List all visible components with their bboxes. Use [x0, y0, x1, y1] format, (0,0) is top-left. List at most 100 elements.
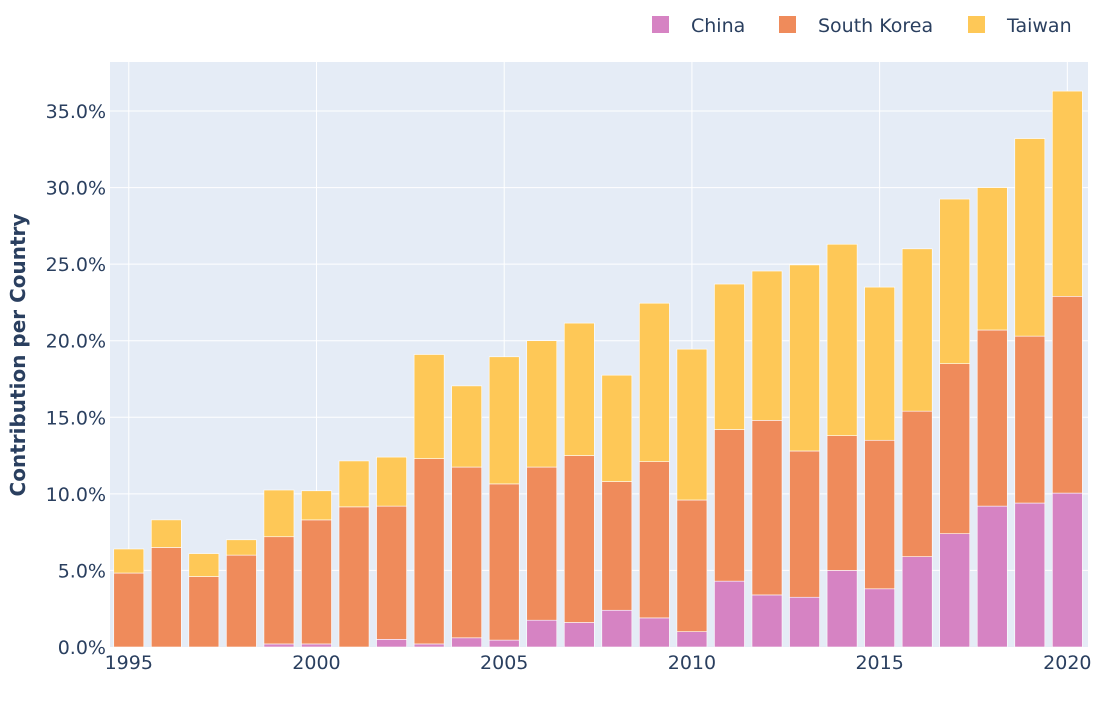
bar-china-2017	[939, 533, 971, 648]
bar-south-korea-2001	[338, 506, 370, 648]
bar-china-2005	[488, 639, 520, 648]
bar-south-korea-2008	[601, 481, 633, 611]
y-axis-title: Contribution per Country	[6, 214, 30, 497]
bar-south-korea-2016	[901, 410, 933, 557]
bar-taiwan-2012	[751, 270, 783, 421]
bars	[113, 90, 1083, 648]
x-tick-label: 2020	[1043, 652, 1091, 674]
bar-taiwan-2007	[563, 322, 595, 456]
bar-china-2020	[1052, 492, 1083, 648]
bar-china-2000	[301, 643, 332, 648]
bar-taiwan-2019	[1014, 138, 1046, 337]
bar-taiwan-2005	[488, 356, 520, 485]
bar-china-1999	[263, 643, 295, 648]
bar-china-2010	[676, 631, 708, 648]
bar-taiwan-2009	[639, 302, 670, 462]
bar-taiwan-2020	[1052, 90, 1083, 297]
legend-label: China	[691, 15, 745, 37]
bar-taiwan-2014	[826, 243, 858, 436]
bar-china-2008	[601, 609, 633, 648]
bar-south-korea-2000	[301, 519, 332, 645]
bar-south-korea-2002	[376, 505, 407, 640]
bar-taiwan-1996	[150, 519, 182, 548]
legend-swatch	[779, 16, 796, 33]
bar-taiwan-2004	[451, 385, 482, 468]
bar-south-korea-2009	[639, 461, 670, 619]
legend-item-china[interactable]: China	[652, 15, 745, 37]
y-tick-label: 5.0%	[58, 560, 106, 582]
bar-china-2018	[976, 505, 1008, 648]
bar-china-2007	[563, 622, 595, 648]
bar-taiwan-2010	[676, 348, 708, 501]
bar-china-2004	[451, 637, 482, 648]
x-tick-labels: 1995 2000 2005 2010 2015 2020	[105, 652, 1092, 674]
bar-taiwan-2011	[714, 283, 745, 430]
legend-label: Taiwan	[1006, 15, 1072, 37]
bar-taiwan-2013	[789, 264, 820, 452]
bar-taiwan-2003	[413, 354, 445, 459]
y-tick-label: 25.0%	[46, 254, 106, 276]
bar-south-korea-2019	[1014, 335, 1046, 504]
bar-south-korea-2004	[451, 466, 482, 639]
bar-china-2002	[376, 639, 407, 648]
x-tick-label: 2000	[292, 652, 340, 674]
bar-south-korea-2005	[488, 483, 520, 641]
y-tick-label: 35.0%	[46, 101, 106, 123]
bar-south-korea-1998	[226, 554, 257, 648]
bar-south-korea-2006	[526, 466, 558, 621]
bar-china-2009	[639, 617, 670, 648]
bar-taiwan-1999	[263, 489, 295, 538]
bar-taiwan-2006	[526, 340, 558, 468]
bar-taiwan-2002	[376, 456, 407, 507]
bar-china-2014	[826, 570, 858, 648]
x-tick-label: 2010	[668, 652, 716, 674]
bar-taiwan-1998	[226, 539, 257, 556]
bar-china-2006	[526, 619, 558, 648]
bar-china-2013	[789, 596, 820, 648]
bar-south-korea-2011	[714, 429, 745, 582]
bar-south-korea-2017	[939, 363, 971, 534]
x-tick-label: 2015	[855, 652, 903, 674]
bar-china-2011	[714, 580, 745, 648]
bar-south-korea-1997	[188, 576, 220, 648]
legend-item-south-korea[interactable]: South Korea	[779, 15, 933, 37]
legend-item-taiwan[interactable]: Taiwan	[968, 15, 1072, 37]
y-tick-labels: 0.0% 5.0% 10.0% 15.0% 20.0% 25.0% 30.0% 35.0%	[46, 101, 106, 659]
x-tick-label: 1995	[105, 652, 153, 674]
bar-taiwan-2001	[338, 460, 370, 508]
bar-taiwan-1997	[188, 553, 220, 577]
x-tick-label: 2005	[480, 652, 528, 674]
y-tick-label: 10.0%	[46, 484, 106, 506]
bar-taiwan-2018	[976, 187, 1008, 331]
bar-china-2016	[901, 556, 933, 648]
legend-label: South Korea	[818, 15, 933, 37]
y-tick-label: 0.0%	[58, 637, 106, 659]
bar-south-korea-2014	[826, 435, 858, 571]
bar-south-korea-1996	[150, 547, 182, 648]
legend-swatch	[968, 16, 985, 33]
legend[interactable]: China South Korea Taiwan	[652, 15, 1072, 37]
bar-south-korea-2013	[789, 450, 820, 598]
bar-south-korea-2018	[976, 329, 1008, 507]
bar-china-2015	[864, 588, 895, 648]
bar-taiwan-2015	[864, 286, 895, 441]
bar-taiwan-2016	[901, 248, 933, 412]
bar-china-2003	[413, 643, 445, 648]
bar-south-korea-2015	[864, 439, 895, 590]
bar-china-2019	[1014, 502, 1046, 648]
bar-south-korea-2003	[413, 458, 445, 645]
bar-south-korea-1999	[263, 536, 295, 645]
bar-south-korea-2007	[563, 455, 595, 623]
y-tick-label: 30.0%	[46, 178, 106, 200]
legend-swatch	[652, 16, 669, 33]
bar-south-korea-1995	[113, 572, 145, 648]
bar-south-korea-2020	[1052, 296, 1083, 494]
bar-south-korea-2010	[676, 499, 708, 632]
bar-taiwan-1995	[113, 548, 145, 574]
bar-taiwan-2000	[301, 490, 332, 521]
bar-taiwan-2008	[601, 374, 633, 482]
bar-south-korea-2012	[751, 420, 783, 596]
bar-taiwan-2017	[939, 198, 971, 364]
